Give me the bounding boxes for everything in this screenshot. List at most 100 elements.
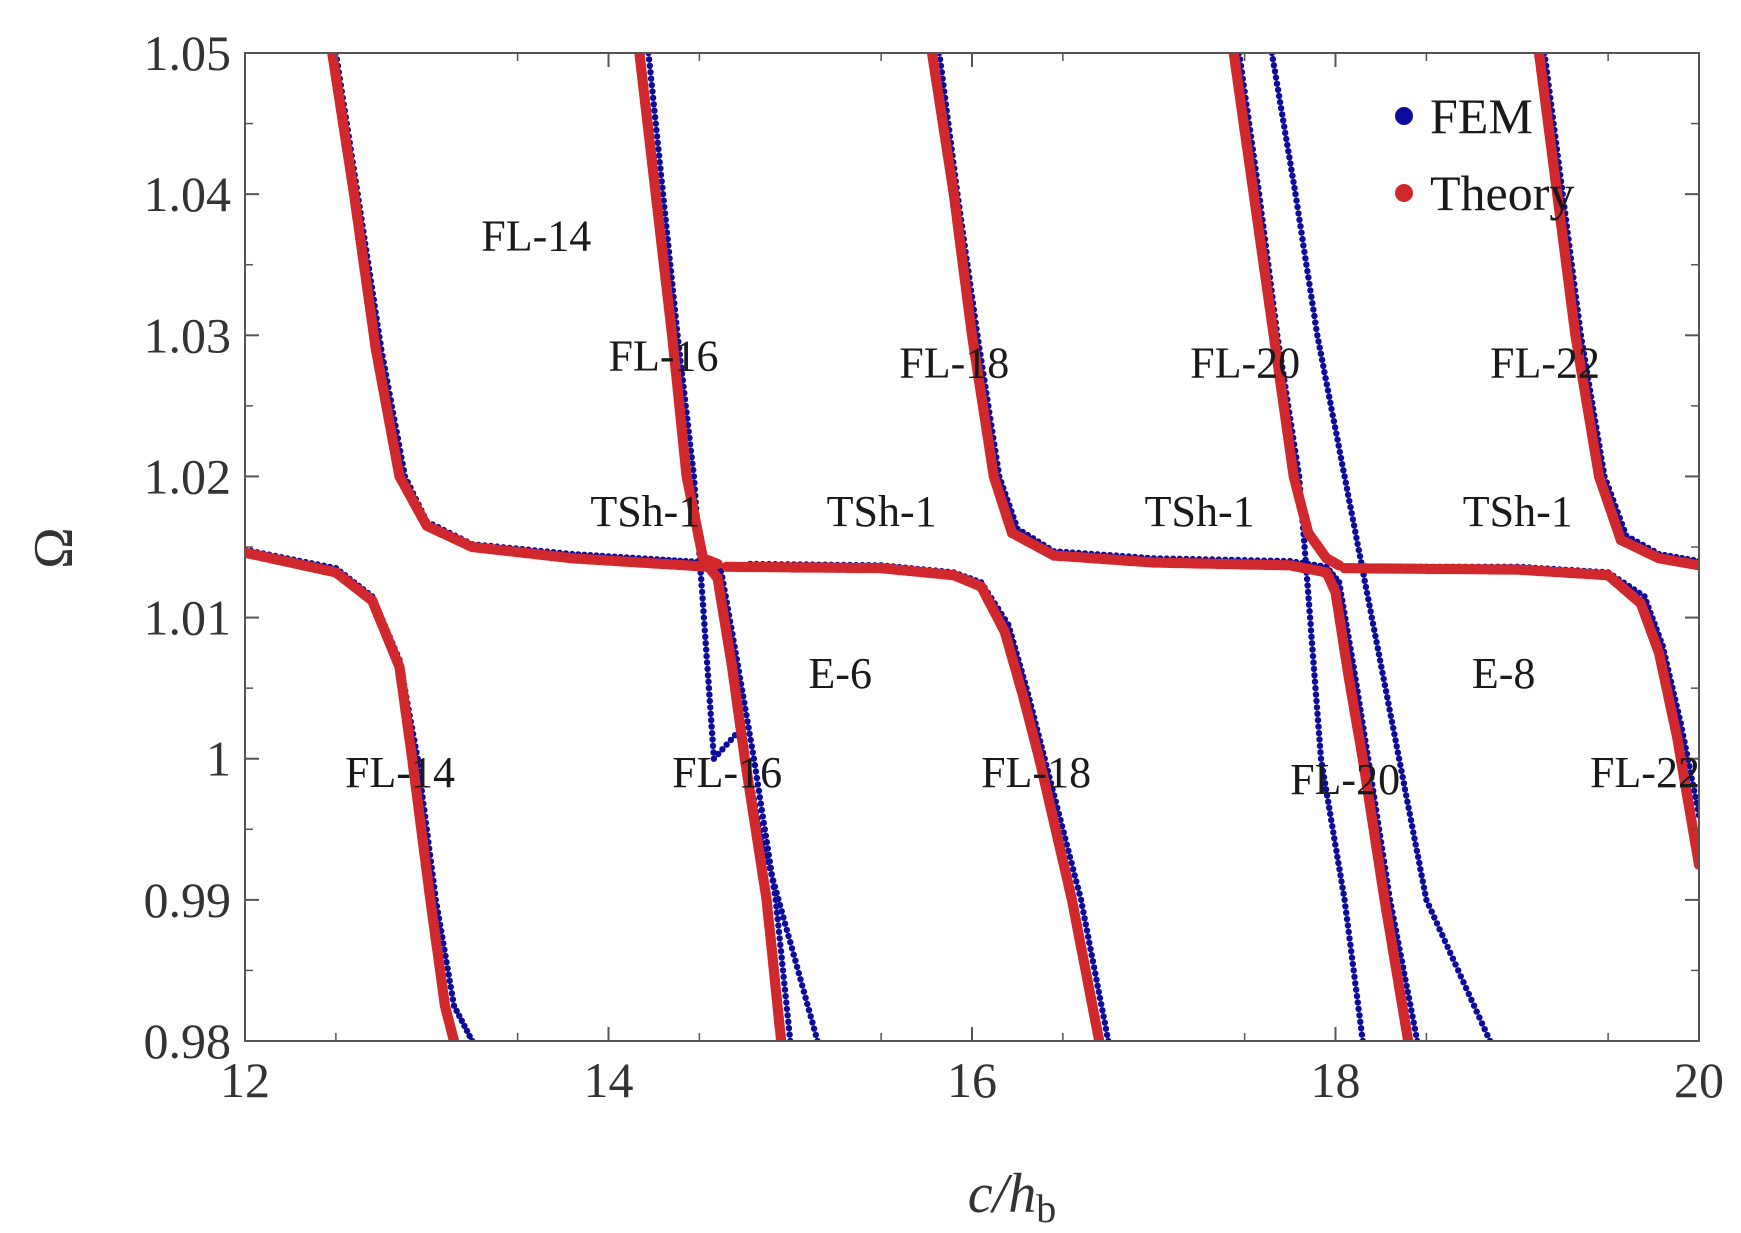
fem-point	[1388, 718, 1396, 726]
fem-point	[1412, 841, 1419, 848]
fem-point	[704, 665, 711, 673]
fem-point	[441, 946, 448, 953]
fem-point	[1410, 829, 1417, 836]
y-axis-title: Ω	[23, 527, 85, 569]
fem-point	[1686, 763, 1693, 770]
fem-point	[1309, 652, 1317, 660]
fem-point	[1272, 74, 1280, 81]
fem-point	[1311, 678, 1319, 685]
fem-point	[1342, 479, 1350, 486]
fem-point	[1080, 908, 1087, 916]
fem-point	[1330, 829, 1337, 836]
fem-point	[1325, 798, 1332, 805]
fem-point	[788, 945, 796, 952]
fem-point	[807, 1013, 814, 1020]
fem-point	[1321, 780, 1329, 787]
fem-point	[1401, 786, 1409, 793]
annotation-label: FL-16	[672, 748, 782, 797]
fem-point	[805, 1006, 813, 1014]
fem-point	[1344, 922, 1352, 929]
fem-point	[709, 742, 717, 750]
fem-point	[778, 908, 785, 915]
fem-point	[1395, 755, 1403, 762]
fem-point	[1317, 749, 1324, 756]
fem-point	[1439, 931, 1446, 939]
fem-point	[783, 999, 790, 1006]
fem-point	[770, 877, 777, 884]
fem-point	[1392, 737, 1399, 744]
fem-point	[1307, 620, 1314, 628]
fem-point	[1473, 1008, 1480, 1015]
fem-point	[1292, 190, 1299, 198]
fem-point	[446, 977, 453, 984]
fem-point	[647, 69, 654, 76]
fem-point	[1476, 1014, 1483, 1021]
annotation-label: FL-22	[1490, 339, 1600, 388]
annotation-label: TSh-1	[827, 487, 937, 536]
fem-point	[797, 976, 804, 983]
fem-point	[660, 197, 667, 204]
fem-point	[775, 922, 782, 929]
fem-point	[1081, 915, 1088, 922]
fem-point	[1103, 1031, 1111, 1039]
fem-point	[1313, 704, 1321, 711]
fem-point	[776, 901, 784, 909]
fem-point	[1312, 319, 1319, 326]
fem-point	[690, 473, 698, 480]
fem-point	[698, 588, 706, 596]
fem-point	[1322, 375, 1329, 382]
fem-point	[1277, 105, 1285, 112]
fem-point	[1452, 961, 1459, 968]
fem-point	[1323, 381, 1331, 388]
fem-point	[1101, 1019, 1109, 1026]
fem-point	[1307, 627, 1315, 634]
series-layer	[245, 53, 1699, 1041]
fem-point	[1063, 841, 1071, 848]
fem-point	[1302, 255, 1309, 262]
fem-point	[707, 704, 714, 711]
ticks-layer: 12 14 16 18 20 0.98 0.99 1 1.01 1.02 1.03 1.04 1.05	[144, 25, 1725, 1108]
fem-point	[703, 659, 711, 666]
fem-point	[1444, 943, 1451, 951]
fem-point	[1337, 454, 1345, 462]
fem-point	[1356, 553, 1364, 560]
fem-point	[650, 101, 657, 108]
fem-point	[447, 983, 454, 991]
fem-point	[1301, 543, 1308, 551]
fem-point	[1339, 461, 1346, 468]
x-tick-label: 16	[947, 1052, 997, 1108]
fem-point	[1347, 503, 1354, 511]
fem-point	[1308, 640, 1316, 647]
fem-point	[1417, 866, 1424, 873]
fem-point	[1386, 706, 1393, 713]
fem-point	[751, 761, 759, 769]
fem-point	[1291, 184, 1298, 192]
fem-point	[1351, 973, 1358, 980]
fem-point	[1083, 927, 1091, 934]
fem-point	[1095, 988, 1103, 996]
fem-point	[1316, 344, 1323, 351]
fem-point	[785, 1018, 792, 1025]
fem-point	[1271, 68, 1279, 75]
fem-point	[648, 81, 655, 89]
fem-point	[655, 152, 663, 159]
fem-point	[1410, 1019, 1417, 1026]
fem-point	[758, 806, 765, 814]
fem-point	[1315, 723, 1322, 730]
fem-point	[1689, 781, 1697, 788]
fem-point	[812, 1031, 819, 1039]
fem-point	[1102, 1025, 1110, 1032]
annotation-label: TSh-1	[1145, 487, 1255, 536]
fem-point	[723, 741, 730, 748]
fem-point	[649, 94, 657, 102]
fem-point	[747, 736, 754, 744]
fem-point	[440, 940, 447, 947]
fem-point	[778, 954, 785, 961]
fem-point	[775, 895, 782, 903]
fem-point	[752, 768, 760, 775]
fem-point	[1315, 338, 1322, 345]
fem-point	[1073, 878, 1080, 885]
fem-point	[1329, 823, 1336, 830]
x-tick-label: 14	[584, 1052, 634, 1108]
fem-point	[1347, 941, 1354, 948]
